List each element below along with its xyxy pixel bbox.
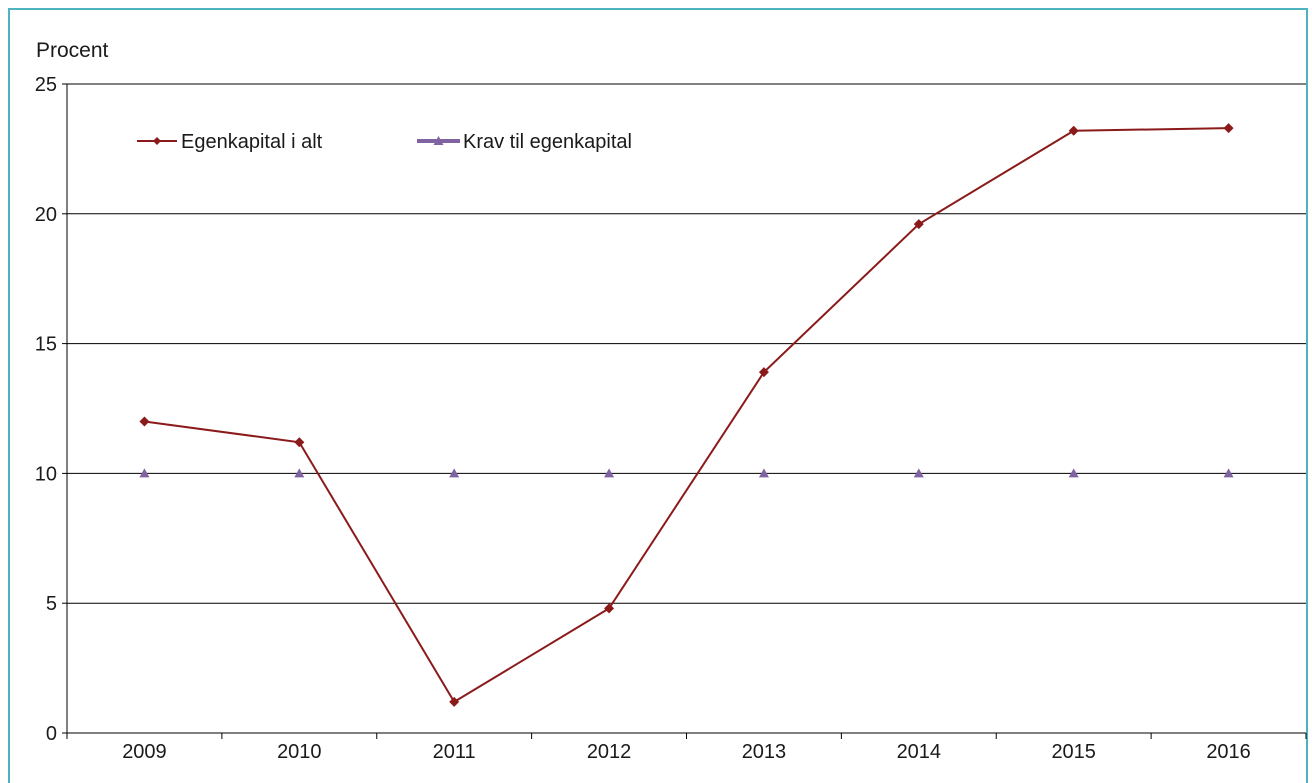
data-point	[1223, 468, 1234, 478]
legend-item-2: Krav til egenkapital	[417, 131, 632, 153]
gridlines	[67, 83, 1306, 604]
data-point	[604, 468, 615, 478]
x-tick-label: 2014	[897, 741, 942, 763]
y-tick-label: 20	[35, 204, 57, 226]
legend-label: Krav til egenkapital	[463, 131, 632, 153]
data-point	[294, 437, 305, 448]
data-point	[139, 468, 150, 478]
data-point	[139, 416, 150, 427]
x-tick-label: 2013	[742, 741, 787, 763]
legend-label: Egenkapital i alt	[181, 131, 323, 153]
x-tick-label: 2015	[1051, 741, 1096, 763]
data-point	[1223, 123, 1234, 134]
y-axis-title: Procent	[36, 39, 109, 62]
series-1	[139, 123, 1234, 707]
data-point	[1068, 468, 1079, 478]
data-point	[758, 468, 769, 478]
x-tick-label: 2009	[122, 741, 167, 763]
x-tick-label: 2010	[277, 741, 322, 763]
y-tick-label: 25	[35, 74, 57, 96]
x-tick-labels: 2009 2010 2011 2012 2013 2014 2015 2016	[122, 741, 1251, 763]
series-2	[139, 468, 1234, 478]
y-tick-label: 10	[35, 463, 57, 485]
series-line	[144, 127, 1229, 704]
data-point	[913, 468, 924, 478]
data-point	[1068, 125, 1079, 136]
y-tick-label: 0	[46, 723, 57, 745]
legend-marker	[153, 137, 161, 145]
data-point	[758, 367, 769, 378]
y-tick-label: 15	[35, 334, 57, 356]
data-point	[449, 696, 460, 707]
legend: Egenkapital i alt Krav til egenkapital	[137, 131, 632, 153]
axes	[62, 83, 1307, 739]
y-tick-labels: 0 5 10 15 20 25	[35, 74, 57, 745]
legend-marker	[433, 136, 444, 145]
chart-frame	[8, 8, 1308, 783]
data-point	[294, 468, 305, 478]
data-point	[604, 603, 615, 614]
data-point	[913, 219, 924, 230]
x-tick-label: 2011	[433, 741, 476, 763]
x-tick-label: 2016	[1206, 741, 1251, 763]
x-tick-label: 2012	[587, 741, 632, 763]
y-tick-label: 5	[46, 593, 57, 615]
series-layer	[139, 123, 1234, 707]
data-point	[449, 468, 460, 478]
legend-item-1: Egenkapital i alt	[137, 131, 323, 153]
